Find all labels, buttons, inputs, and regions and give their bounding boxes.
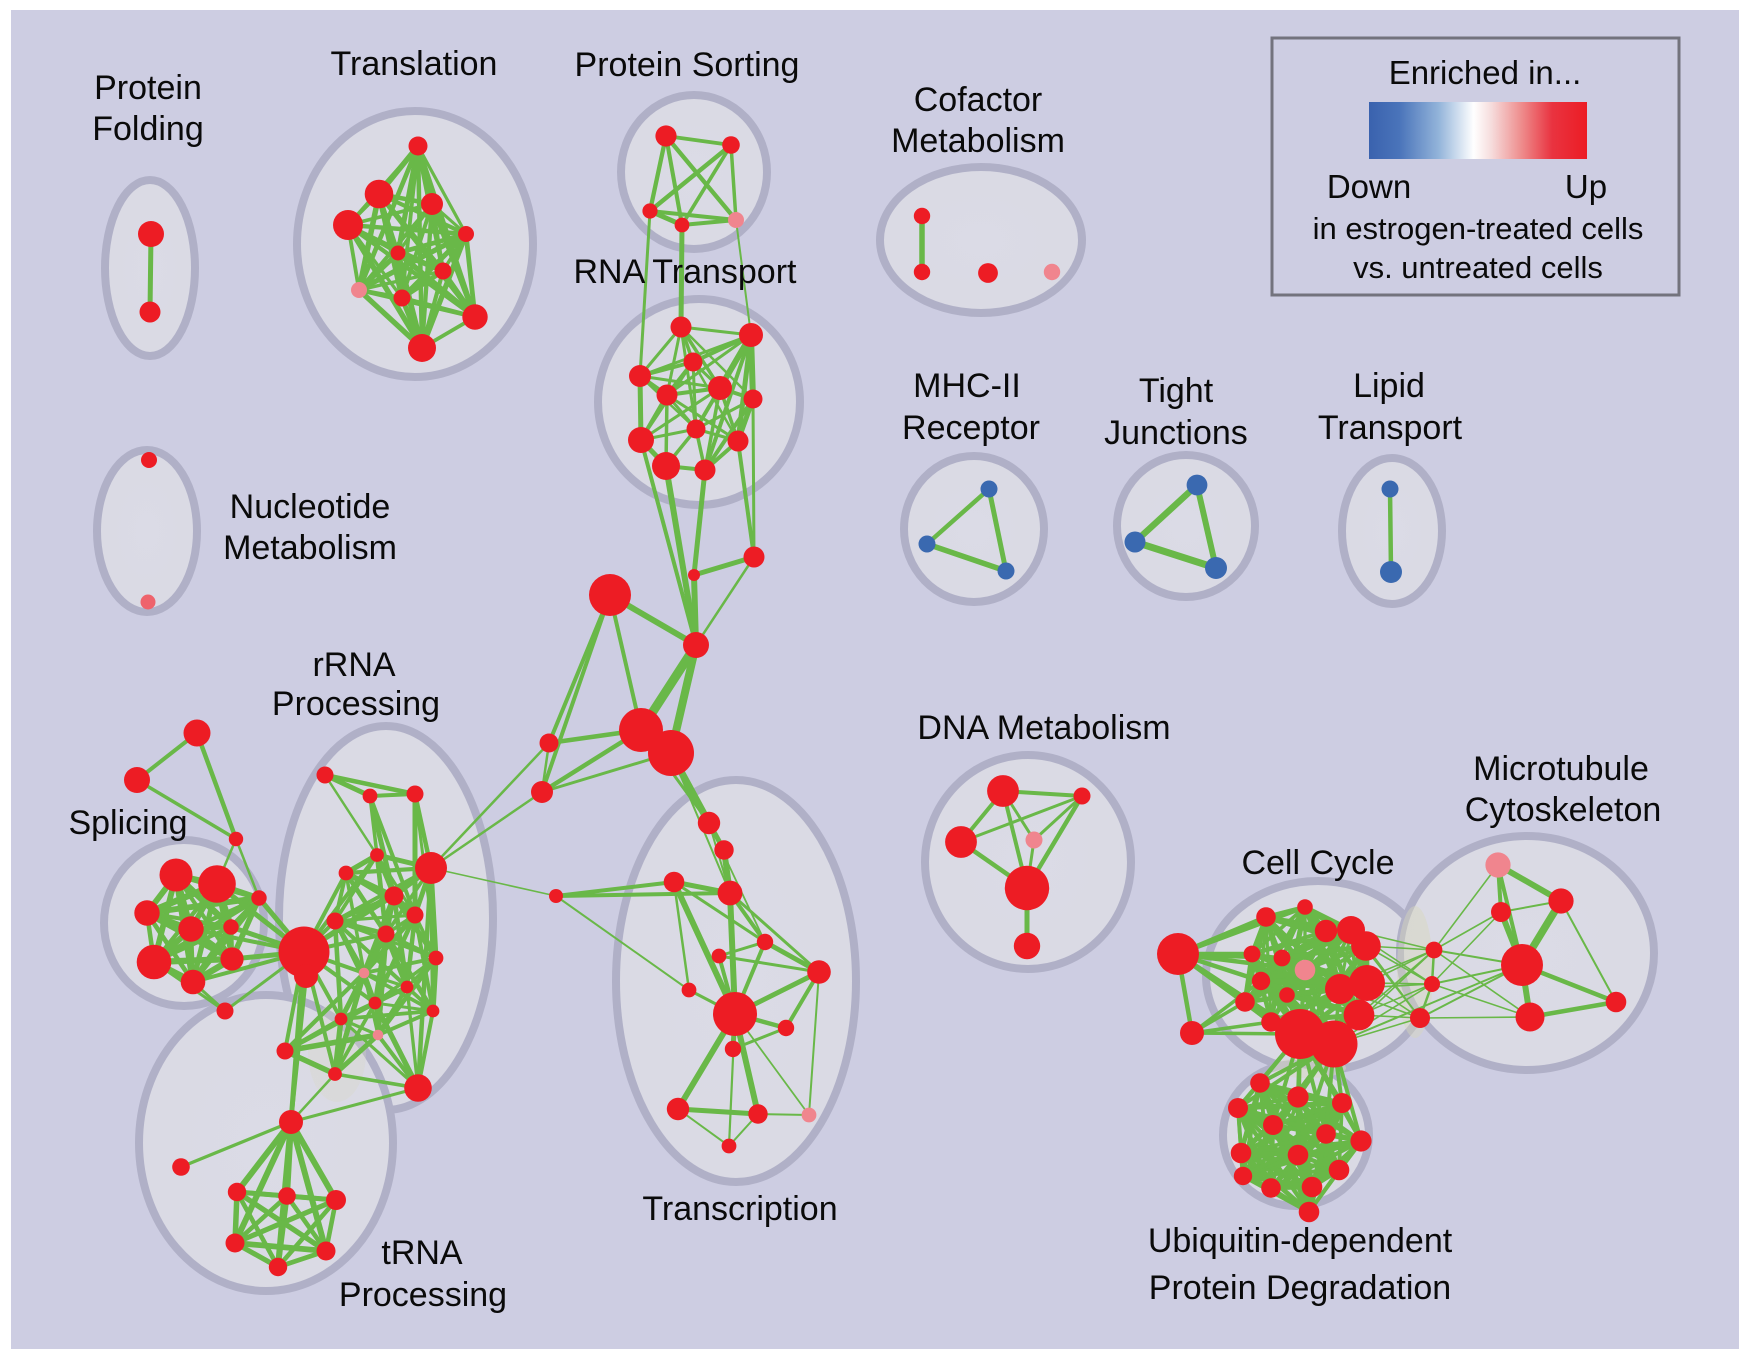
svg-text:Translation: Translation [331, 45, 498, 83]
svg-text:Protein: Protein [94, 69, 202, 107]
svg-text:Folding: Folding [92, 110, 204, 148]
svg-text:tRNA: tRNA [381, 1234, 463, 1272]
svg-text:Lipid: Lipid [1353, 367, 1425, 405]
svg-text:MHC-II: MHC-II [913, 367, 1021, 405]
svg-text:DNA Metabolism: DNA Metabolism [917, 709, 1170, 747]
svg-text:Microtubule: Microtubule [1473, 750, 1649, 788]
svg-text:Protein Sorting: Protein Sorting [575, 46, 800, 84]
svg-text:vs. untreated cells: vs. untreated cells [1353, 250, 1603, 285]
svg-text:Splicing: Splicing [68, 804, 187, 842]
svg-text:in estrogen-treated cells: in estrogen-treated cells [1313, 211, 1644, 246]
svg-text:Processing: Processing [272, 685, 440, 723]
svg-text:Protein Degradation: Protein Degradation [1149, 1269, 1451, 1307]
svg-text:Ubiquitin-dependent: Ubiquitin-dependent [1148, 1222, 1453, 1260]
svg-text:Enriched in...: Enriched in... [1389, 54, 1582, 91]
svg-text:Transcription: Transcription [642, 1190, 837, 1228]
svg-text:Junctions: Junctions [1104, 414, 1248, 452]
svg-text:RNA Transport: RNA Transport [574, 253, 798, 291]
svg-text:Cofactor: Cofactor [914, 81, 1043, 119]
svg-text:Transport: Transport [1318, 409, 1463, 447]
svg-text:Metabolism: Metabolism [223, 529, 397, 567]
svg-text:Nucleotide: Nucleotide [230, 488, 391, 526]
svg-text:Cell Cycle: Cell Cycle [1241, 844, 1394, 882]
svg-text:Down: Down [1327, 168, 1411, 205]
svg-text:Metabolism: Metabolism [891, 122, 1065, 160]
svg-text:rRNA: rRNA [312, 646, 395, 684]
svg-text:Receptor: Receptor [902, 409, 1040, 447]
svg-text:Processing: Processing [339, 1276, 507, 1314]
svg-text:Up: Up [1565, 168, 1607, 205]
svg-text:Cytoskeleton: Cytoskeleton [1465, 791, 1662, 829]
svg-text:Tight: Tight [1139, 372, 1214, 410]
